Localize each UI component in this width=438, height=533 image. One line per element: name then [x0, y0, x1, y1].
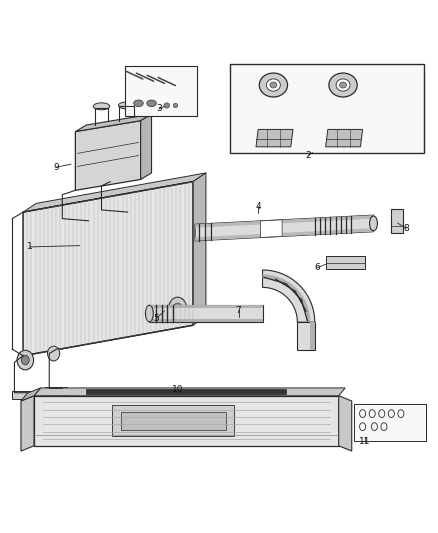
Bar: [230, 64, 424, 154]
Text: 1: 1: [27, 243, 32, 252]
Bar: [325, 256, 365, 269]
Bar: [149, 319, 262, 322]
Ellipse shape: [164, 103, 170, 108]
Polygon shape: [23, 182, 193, 356]
Ellipse shape: [147, 100, 156, 107]
Ellipse shape: [93, 103, 110, 110]
Ellipse shape: [134, 100, 143, 107]
Bar: [149, 305, 262, 308]
Polygon shape: [195, 228, 374, 241]
Ellipse shape: [336, 79, 350, 91]
Text: 9: 9: [53, 163, 59, 172]
Ellipse shape: [169, 297, 187, 321]
Ellipse shape: [329, 73, 357, 97]
Ellipse shape: [173, 303, 183, 315]
Ellipse shape: [47, 346, 60, 361]
Ellipse shape: [259, 73, 288, 97]
Text: 10: 10: [172, 385, 184, 394]
Ellipse shape: [118, 102, 135, 109]
Ellipse shape: [17, 350, 34, 370]
Ellipse shape: [270, 82, 277, 88]
Bar: [113, 405, 234, 436]
Polygon shape: [34, 388, 345, 396]
Ellipse shape: [145, 305, 153, 322]
Polygon shape: [195, 215, 374, 228]
Polygon shape: [325, 130, 363, 147]
Polygon shape: [141, 114, 152, 180]
Bar: [125, 66, 197, 116]
Polygon shape: [21, 388, 41, 401]
Polygon shape: [75, 114, 152, 132]
Bar: [34, 396, 339, 446]
Bar: [121, 412, 226, 430]
Bar: [391, 208, 403, 232]
Bar: [297, 322, 315, 351]
Bar: [311, 322, 315, 351]
Polygon shape: [262, 270, 315, 322]
Polygon shape: [193, 173, 206, 325]
Ellipse shape: [339, 82, 346, 88]
Ellipse shape: [173, 103, 178, 108]
Text: 5: 5: [153, 314, 159, 323]
Polygon shape: [75, 120, 141, 190]
Ellipse shape: [21, 356, 29, 365]
Bar: [12, 391, 34, 399]
Bar: [45, 387, 67, 395]
Text: 11: 11: [359, 438, 371, 447]
Text: 8: 8: [403, 224, 409, 233]
Ellipse shape: [266, 79, 280, 91]
Polygon shape: [21, 396, 34, 451]
Bar: [354, 405, 426, 441]
Polygon shape: [262, 274, 311, 322]
Polygon shape: [339, 396, 352, 451]
Bar: [149, 305, 262, 322]
Polygon shape: [256, 130, 293, 147]
Polygon shape: [260, 220, 282, 238]
Polygon shape: [195, 215, 374, 241]
Polygon shape: [23, 173, 206, 212]
Bar: [86, 389, 286, 393]
Text: 2: 2: [305, 151, 311, 160]
Ellipse shape: [370, 216, 378, 231]
Text: 4: 4: [255, 202, 261, 211]
Text: 7: 7: [236, 305, 241, 314]
Text: 6: 6: [314, 263, 320, 272]
Text: 3: 3: [156, 104, 162, 114]
